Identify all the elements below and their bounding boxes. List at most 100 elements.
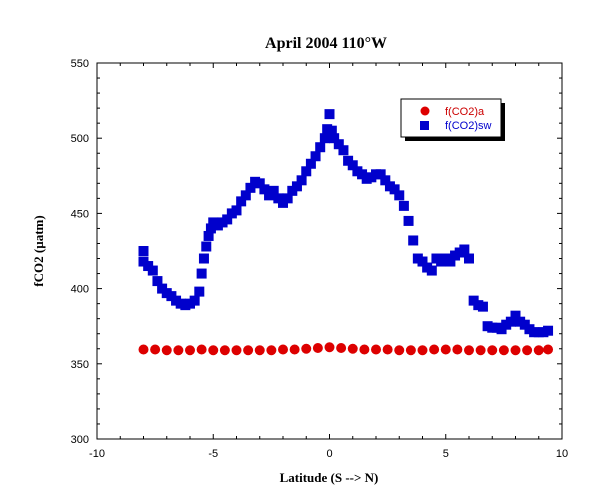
legend-label-fco2a: f(CO2)a: [445, 106, 485, 118]
y-axis-label: fCO2 (µatm): [31, 215, 46, 286]
data-point: [173, 345, 184, 356]
data-point: [405, 345, 416, 356]
data-point: [236, 196, 247, 207]
data-point: [312, 343, 323, 354]
data-point: [324, 342, 335, 353]
data-point: [459, 244, 470, 255]
data-point: [347, 343, 358, 354]
data-point: [408, 235, 419, 246]
data-point: [326, 125, 337, 136]
y-tick-label: 400: [71, 284, 89, 296]
data-point: [319, 133, 330, 144]
data-point: [498, 345, 509, 356]
data-point: [185, 345, 195, 356]
y-tick-label: 550: [71, 58, 89, 70]
y-tick-label: 500: [71, 133, 89, 145]
data-point: [533, 345, 544, 356]
x-tick-label: 10: [556, 448, 568, 460]
data-point: [417, 256, 428, 267]
data-point: [152, 276, 163, 287]
data-point: [522, 345, 533, 356]
data-point: [231, 205, 242, 216]
data-point: [329, 133, 340, 144]
data-point: [389, 184, 400, 195]
data-point: [417, 345, 428, 356]
data-point: [268, 185, 279, 196]
data-point: [219, 345, 230, 356]
data-point: [403, 215, 414, 226]
data-point: [477, 301, 488, 312]
data-point: [301, 166, 312, 177]
series-0: [138, 342, 554, 356]
data-point: [305, 158, 316, 169]
data-point: [394, 190, 405, 201]
data-point: [464, 345, 474, 356]
legend-marker-circle: [420, 106, 430, 116]
y-tick-label: 350: [71, 359, 89, 371]
data-point: [266, 345, 277, 356]
data-point: [222, 214, 233, 225]
data-point: [291, 181, 302, 192]
data-point: [398, 200, 409, 211]
data-point: [440, 344, 451, 355]
data-point: [254, 178, 265, 189]
data-point: [138, 344, 149, 355]
y-tick-label: 450: [71, 208, 89, 220]
data-point: [464, 253, 474, 264]
data-point: [240, 190, 251, 201]
x-tick-label: 5: [443, 448, 449, 460]
data-point: [347, 160, 358, 171]
data-point: [336, 343, 347, 354]
data-point: [282, 193, 293, 204]
data-point: [301, 343, 312, 354]
data-point: [371, 344, 381, 355]
chart-title: April 2004 110°W: [265, 35, 387, 52]
legend: f(CO2)a f(CO2)sw: [400, 98, 505, 141]
data-point: [208, 345, 219, 356]
data-point: [243, 345, 254, 356]
data-point: [394, 345, 405, 356]
data-point: [196, 344, 207, 355]
data-point: [445, 256, 456, 267]
x-axis-ticks: -10 -5 0 5 10: [89, 63, 568, 460]
x-tick-label: -5: [208, 448, 218, 460]
data-point: [189, 295, 200, 306]
data-point: [231, 345, 242, 356]
data-point: [196, 268, 207, 279]
data-point: [245, 182, 256, 193]
data-point: [310, 151, 321, 162]
data-point: [194, 286, 205, 297]
data-point: [452, 344, 463, 355]
data-point: [259, 184, 270, 195]
legend-label-fco2sw: f(CO2)sw: [445, 120, 492, 132]
x-tick-label: 0: [326, 448, 332, 460]
data-point: [382, 344, 393, 355]
data-point: [203, 230, 214, 241]
data-point: [150, 344, 161, 355]
data-point: [429, 344, 440, 355]
data-point: [338, 145, 349, 156]
data-point: [198, 253, 209, 264]
data-point: [161, 345, 172, 356]
data-point: [505, 316, 516, 327]
y-axis-ticks: 300 350 400 450 500 550: [71, 58, 562, 446]
data-point: [201, 241, 212, 252]
data-point: [333, 139, 344, 150]
data-point: [359, 344, 370, 355]
data-point: [543, 325, 554, 336]
y-tick-label: 300: [71, 434, 89, 446]
data-point: [375, 169, 386, 180]
data-point: [147, 265, 158, 276]
data-point: [296, 175, 307, 186]
data-point: [475, 345, 486, 356]
data-series: [138, 109, 554, 356]
data-point: [487, 345, 498, 356]
data-point: [138, 246, 149, 256]
data-point: [254, 345, 265, 356]
data-point: [426, 265, 437, 276]
x-axis-label: Latitude (S --> N): [280, 470, 379, 485]
data-point: [315, 142, 326, 153]
data-point: [543, 344, 554, 355]
series-1: [138, 109, 554, 338]
